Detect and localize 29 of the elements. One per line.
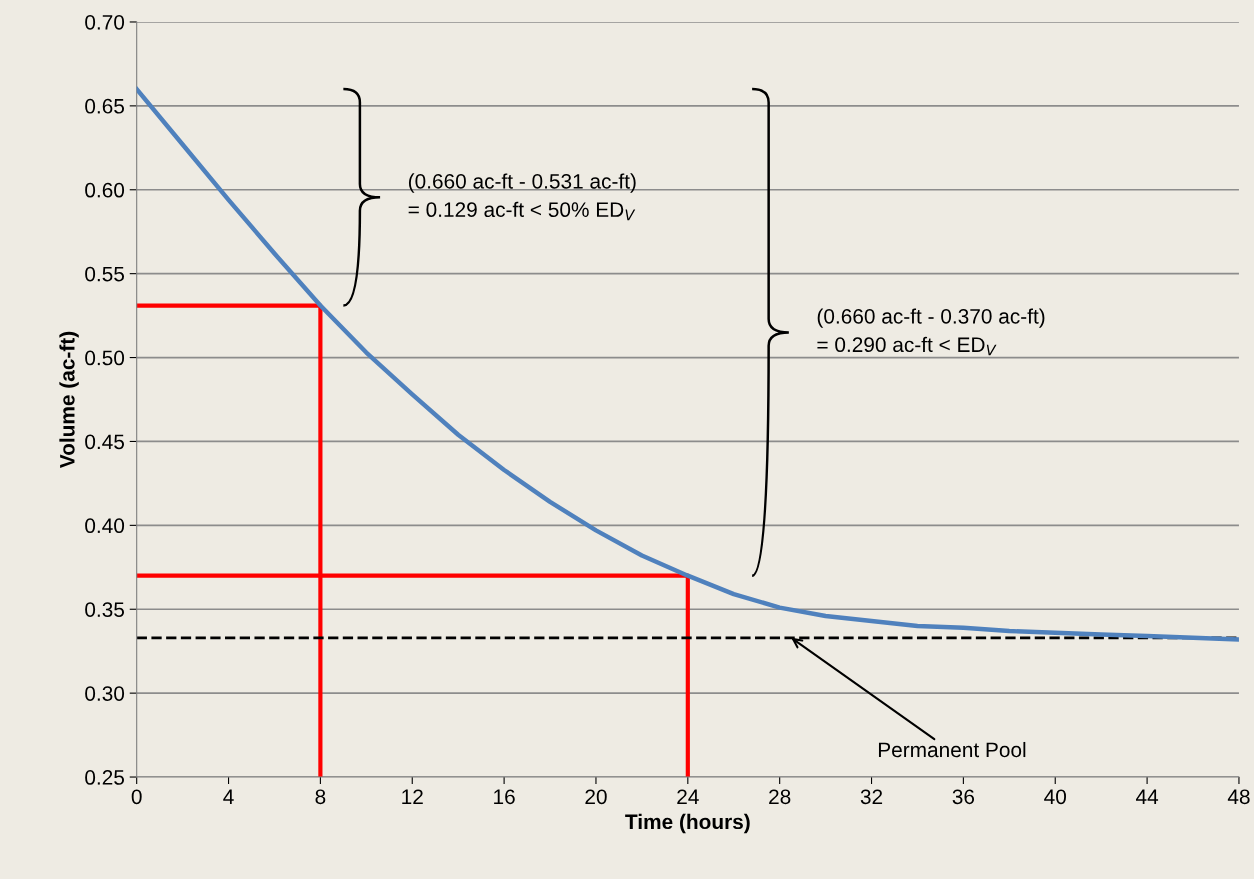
line-series	[136, 86, 1239, 642]
x-tick-label: 16	[494, 789, 515, 805]
y-tick-label: 0.35	[85, 602, 125, 617]
x-tick-label: 4	[223, 789, 234, 804]
x-tick-label: 24	[677, 789, 699, 804]
x-axis-title: Time (hours)	[625, 813, 750, 834]
x-tick-label: 12	[402, 789, 423, 804]
annotation: Permanent Pool	[878, 741, 1026, 758]
y-tick-label: 0.45	[85, 434, 125, 450]
y-tick-label: 0.30	[85, 686, 125, 701]
x-tick-label: 44	[1135, 789, 1159, 804]
x-tick-label: 40	[1044, 789, 1067, 805]
y-tick-label: 0.50	[85, 350, 125, 366]
y-tick-label: 0.70	[85, 14, 125, 30]
y-tick-label: 0.40	[85, 518, 125, 534]
x-tick-label: 8	[315, 789, 326, 805]
x-tick-label: 28	[769, 789, 791, 805]
x-tick-label: 32	[860, 789, 883, 805]
x-tick-label: 20	[585, 789, 607, 805]
x-tick-label: 36	[952, 789, 975, 805]
y-tick-label: 0.65	[85, 98, 125, 114]
y-axis-title: Volume (ac-ft)	[59, 331, 79, 469]
y-tick-label: 0.60	[85, 182, 125, 198]
y-tick-label: 0.55	[85, 266, 125, 282]
x-tick-label: 48	[1227, 789, 1250, 805]
x-tick-label: 0	[131, 789, 142, 805]
y-tick-label: 0.25	[85, 770, 125, 785]
annotation: (0.660 ac-ft - 0.370 ac-ft) = 0.290 ac-ft < ED$_{V}$	[817, 308, 1045, 356]
annotation: (0.660 ac-ft - 0.531 ac-ft) = 0.129 ac-ft < 50% ED$_{V}$	[408, 173, 636, 221]
